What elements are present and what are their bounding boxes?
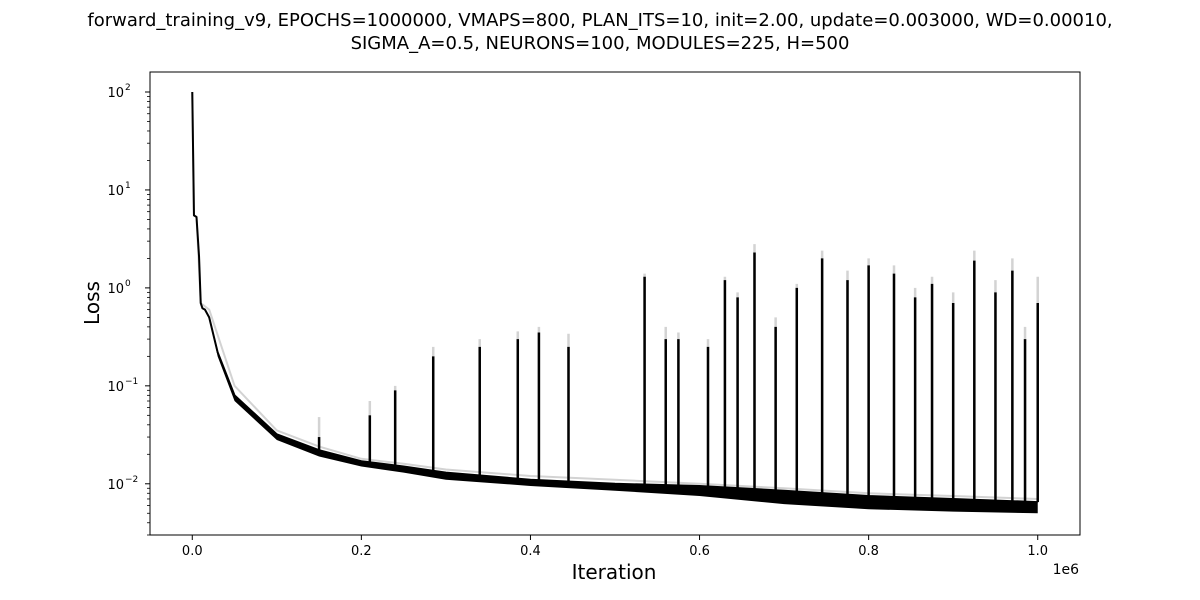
plot-frame <box>149 71 1081 536</box>
x-scale-offset-label: 1e6 <box>1053 562 1080 578</box>
x-tick-label: 0.2 <box>351 544 372 559</box>
y-tick-label: 10 <box>107 478 124 493</box>
x-tick-label: 0.0 <box>182 544 203 559</box>
y-tick-exponent: 2 <box>125 83 131 93</box>
y-tick-exponent: 1 <box>125 181 131 191</box>
x-axis-label: Iteration <box>572 560 657 584</box>
y-tick-exponent: −2 <box>125 475 138 485</box>
x-tick-label: 1.0 <box>1027 544 1048 559</box>
smoothed-loss-line <box>191 91 1038 504</box>
y-tick-label: 10 <box>107 184 124 199</box>
x-tick-label: 0.6 <box>689 544 710 559</box>
x-tick-label: 0.8 <box>858 544 879 559</box>
y-tick-exponent: 0 <box>125 279 131 289</box>
y-tick-label: 10 <box>107 86 124 101</box>
chart-title: forward_training_v9, EPOCHS=1000000, VMA… <box>87 10 1113 31</box>
y-tick-exponent: −1 <box>125 377 138 387</box>
smoothed-loss-series <box>191 91 1039 514</box>
y-tick-label: 10 <box>107 380 124 395</box>
y-tick-label: 10 <box>107 282 124 297</box>
y-axis-label: Loss <box>80 281 104 325</box>
chart-subtitle: SIGMA_A=0.5, NEURONS=100, MODULES=225, H… <box>350 33 850 54</box>
series-layer <box>191 91 1039 514</box>
x-tick-label: 0.4 <box>520 544 541 559</box>
